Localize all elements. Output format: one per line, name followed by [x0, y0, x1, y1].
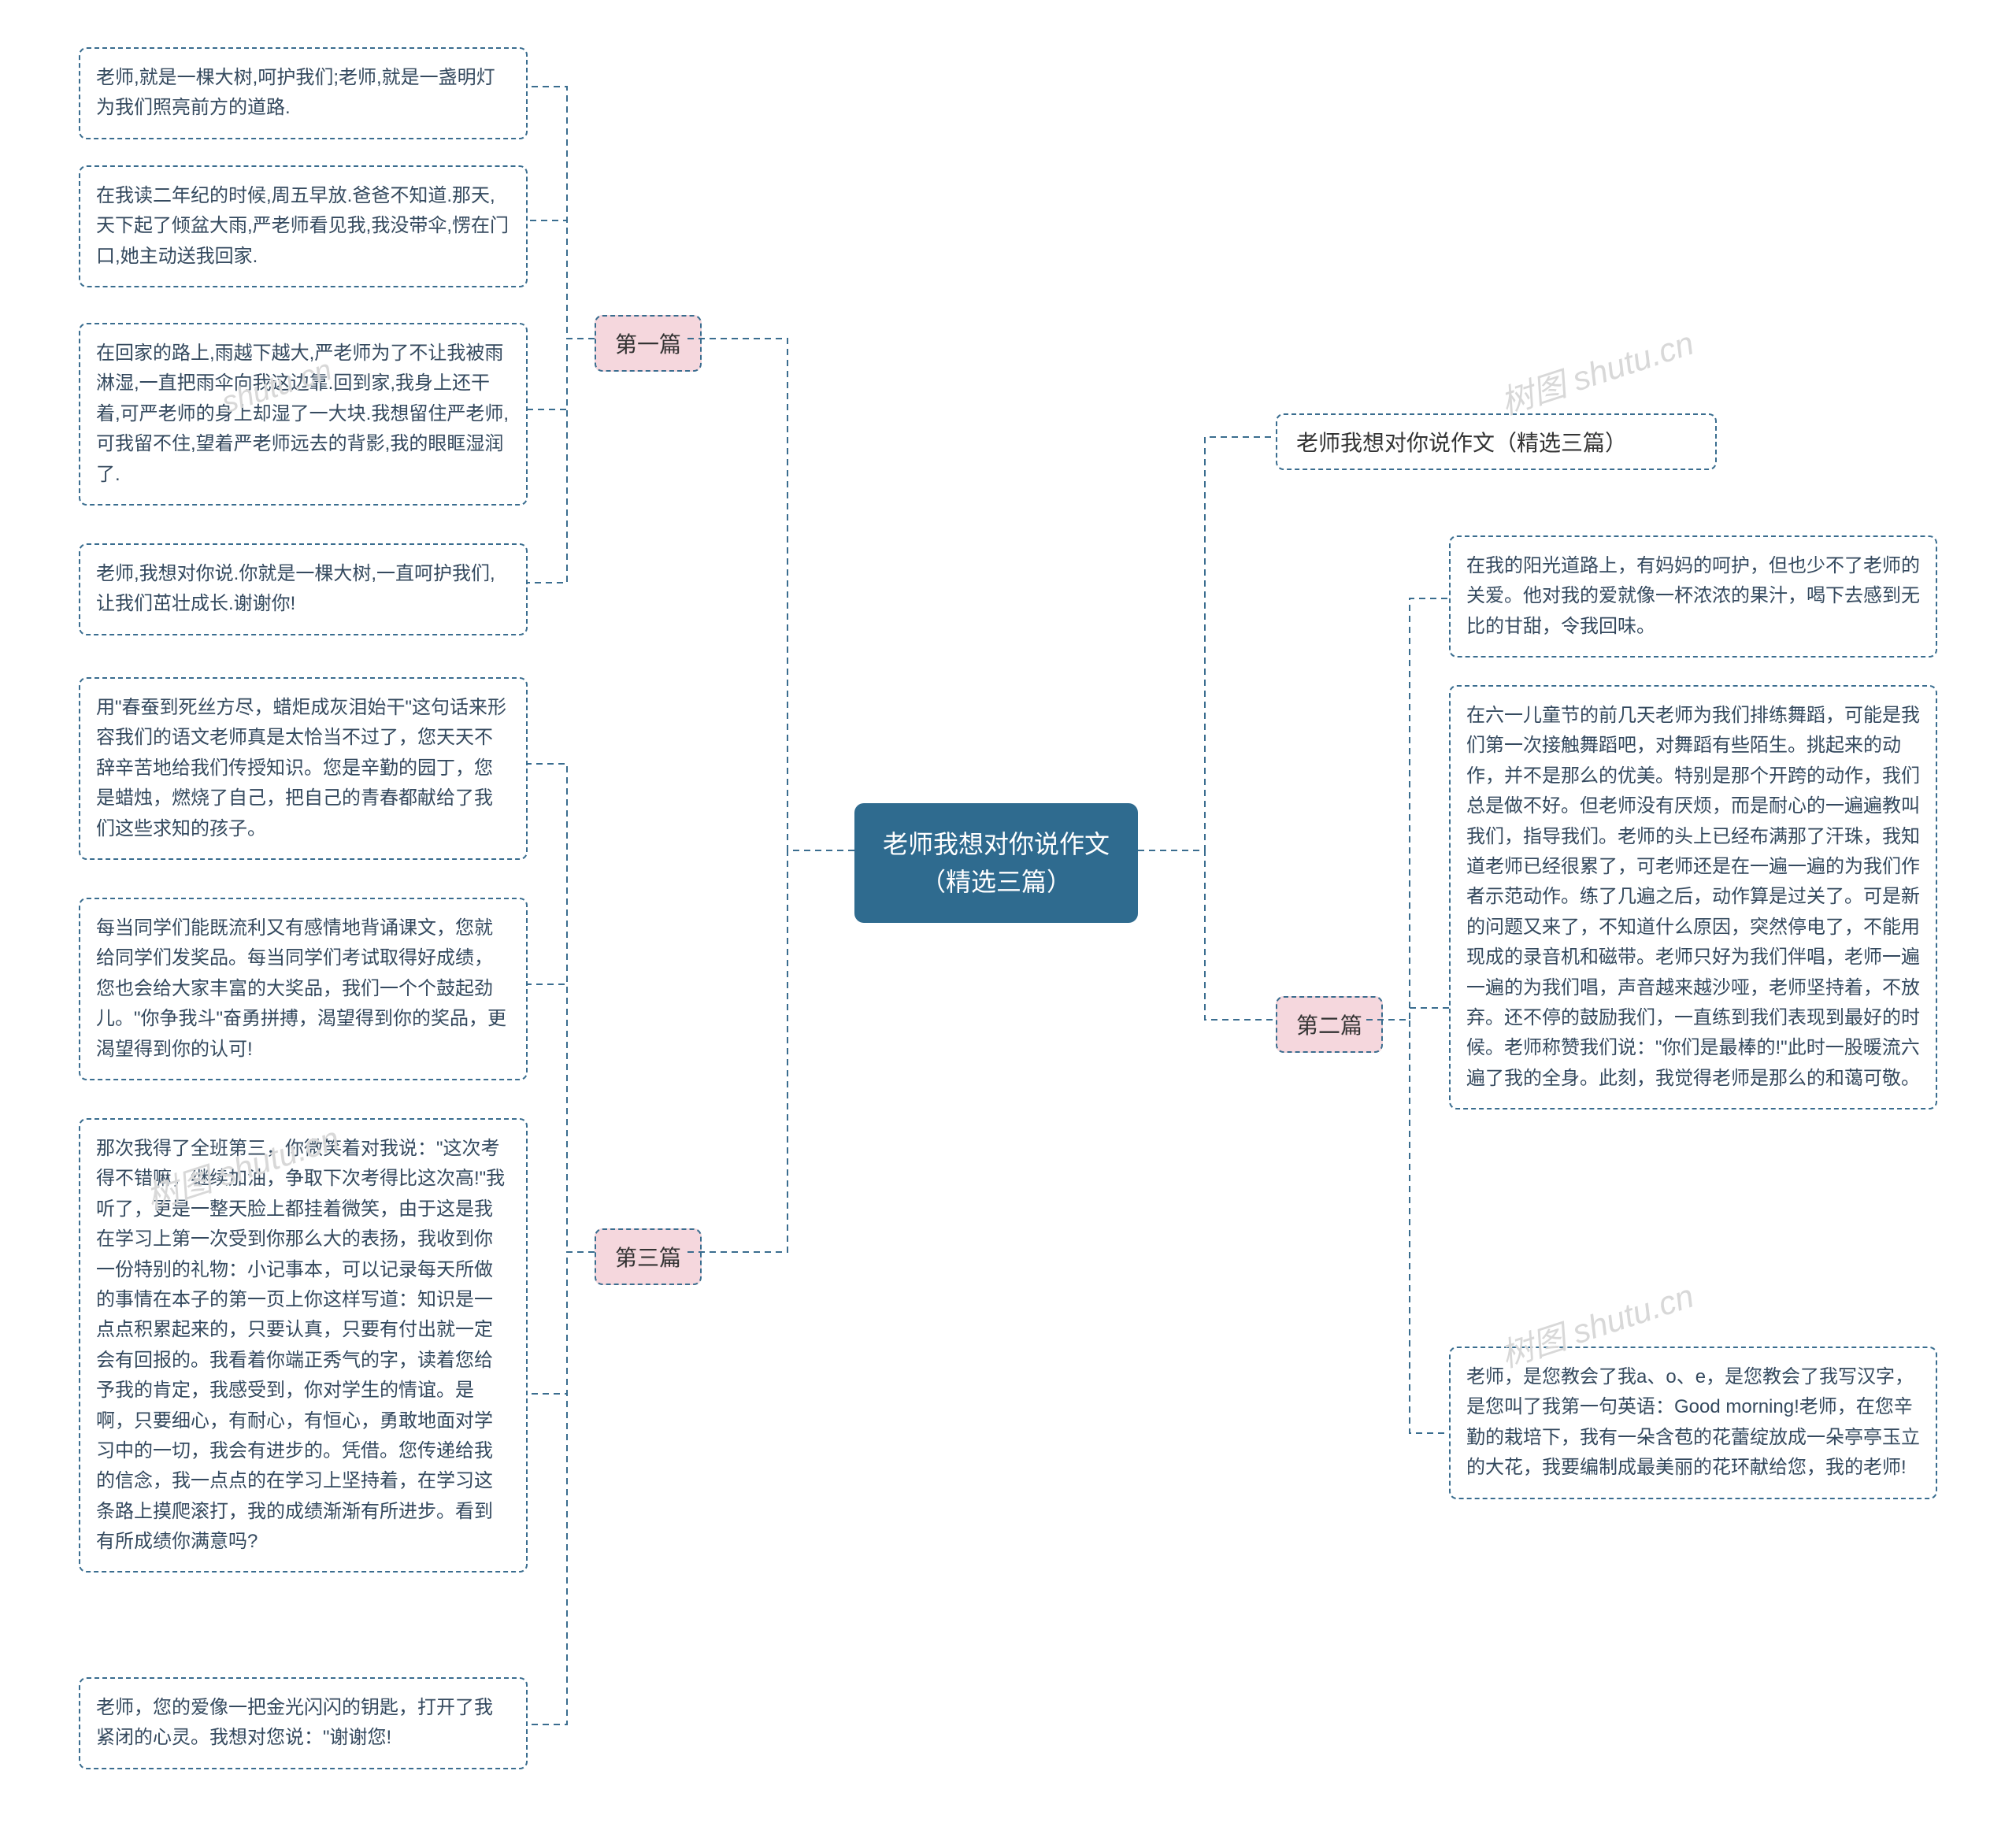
- branch-title-right-text: 老师我想对你说作文（精选三篇）: [1296, 431, 1627, 455]
- branch-essay-1: 第一篇: [595, 315, 702, 372]
- leaf-1-3-text: 在回家的路上,雨越下越大,严老师为了不让我被雨淋湿,一直把雨伞向我这边靠.回到家…: [96, 343, 509, 485]
- leaf-2-3-text: 老师，是您教会了我a、o、e，是您教会了我写汉字，是您叫了我第一句英语：Good…: [1466, 1366, 1920, 1478]
- leaf-3-2-text: 每当同学们能既流利又有感情地背诵课文，您就给同学们发奖品。每当同学们考试取得好成…: [96, 917, 506, 1060]
- leaf-3-3: 那次我得了全班第三，你微笑着对我说："这次考得不错嘛，继续加油，争取下次考得比这…: [79, 1118, 528, 1573]
- leaf-1-3: 在回家的路上,雨越下越大,严老师为了不让我被雨淋湿,一直把雨伞向我这边靠.回到家…: [79, 323, 528, 506]
- leaf-3-2: 每当同学们能既流利又有感情地背诵课文，您就给同学们发奖品。每当同学们考试取得好成…: [79, 898, 528, 1080]
- leaf-2-3: 老师，是您教会了我a、o、e，是您教会了我写汉字，是您叫了我第一句英语：Good…: [1449, 1347, 1937, 1499]
- watermark-1: 树图 shutu.cn: [1494, 317, 1699, 424]
- leaf-3-3-text: 那次我得了全班第三，你微笑着对我说："这次考得不错嘛，继续加油，争取下次考得比这…: [96, 1138, 505, 1552]
- leaf-1-2-text: 在我读二年纪的时候,周五早放.爸爸不知道.那天,天下起了倾盆大雨,严老师看见我,…: [96, 185, 509, 267]
- branch-essay-3-label: 第三篇: [615, 1246, 681, 1270]
- leaf-3-4: 老师，您的爱像一把金光闪闪的钥匙，打开了我紧闭的心灵。我想对您说："谢谢您!: [79, 1677, 528, 1769]
- branch-title-right: 老师我想对你说作文（精选三篇）: [1276, 413, 1717, 470]
- leaf-1-4-text: 老师,我想对你说.你就是一棵大树,一直呵护我们,让我们茁壮成长.谢谢你!: [96, 563, 495, 614]
- leaf-2-2-text: 在六一儿童节的前几天老师为我们排练舞蹈，可能是我们第一次接触舞蹈吧，对舞蹈有些陌…: [1466, 705, 1920, 1089]
- branch-essay-3: 第三篇: [595, 1228, 702, 1285]
- leaf-2-1: 在我的阳光道路上，有妈妈的呵护，但也少不了老师的关爱。他对我的爱就像一杯浓浓的果…: [1449, 535, 1937, 658]
- leaf-2-2: 在六一儿童节的前几天老师为我们排练舞蹈，可能是我们第一次接触舞蹈吧，对舞蹈有些陌…: [1449, 685, 1937, 1109]
- branch-essay-1-label: 第一篇: [615, 332, 681, 357]
- leaf-1-4: 老师,我想对你说.你就是一棵大树,一直呵护我们,让我们茁壮成长.谢谢你!: [79, 543, 528, 635]
- branch-essay-2-label: 第二篇: [1296, 1013, 1362, 1038]
- leaf-3-4-text: 老师，您的爱像一把金光闪闪的钥匙，打开了我紧闭的心灵。我想对您说："谢谢您!: [96, 1697, 493, 1748]
- leaf-1-1-text: 老师,就是一棵大树,呵护我们;老师,就是一盏明灯为我们照亮前方的道路.: [96, 67, 495, 118]
- root-node: 老师我想对你说作文（精选三篇）: [854, 803, 1138, 923]
- root-title: 老师我想对你说作文（精选三篇）: [883, 830, 1110, 896]
- leaf-3-1-text: 用"春蚕到死丝方尽，蜡炬成灰泪始干"这句话来形容我们的语文老师真是太恰当不过了，…: [96, 697, 506, 839]
- leaf-1-2: 在我读二年纪的时候,周五早放.爸爸不知道.那天,天下起了倾盆大雨,严老师看见我,…: [79, 165, 528, 287]
- leaf-2-1-text: 在我的阳光道路上，有妈妈的呵护，但也少不了老师的关爱。他对我的爱就像一杯浓浓的果…: [1466, 555, 1920, 637]
- leaf-1-1: 老师,就是一棵大树,呵护我们;老师,就是一盏明灯为我们照亮前方的道路.: [79, 47, 528, 139]
- leaf-3-1: 用"春蚕到死丝方尽，蜡炬成灰泪始干"这句话来形容我们的语文老师真是太恰当不过了，…: [79, 677, 528, 860]
- branch-essay-2: 第二篇: [1276, 996, 1383, 1053]
